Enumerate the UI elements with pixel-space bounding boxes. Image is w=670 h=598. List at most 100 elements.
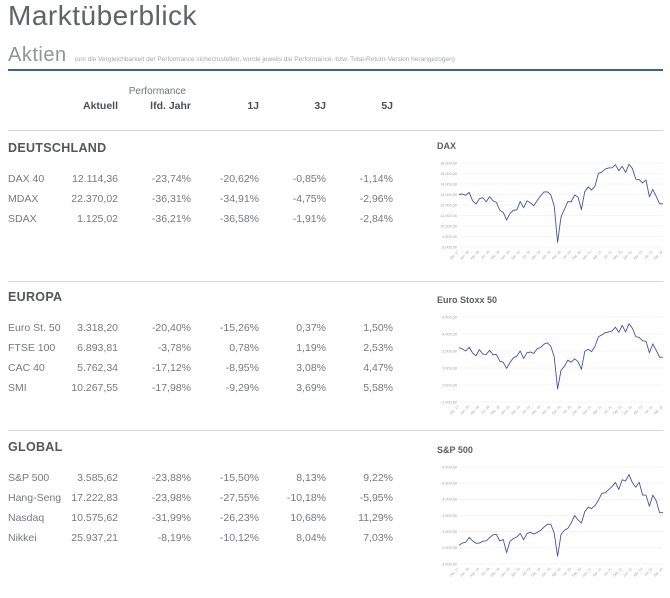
row-value: 25.937,21	[71, 532, 118, 544]
svg-text:Apr. 21: Apr. 21	[592, 250, 603, 261]
group-header-row: Performance	[8, 84, 393, 98]
row-value: -8,95%	[225, 362, 259, 374]
divider	[8, 130, 663, 131]
section-rows: S&P 500 3.585,62 -23,88% -15,50% 8,13% 9,22% H…	[8, 468, 393, 548]
col-aktuell: Aktuell	[82, 100, 118, 112]
line-chart-sp500: 5.000,00 4.500,00 4.000,00 3.500,00 3.000,00…	[437, 459, 666, 584]
row-label: CAC 40	[8, 362, 45, 374]
row-value: 5.762,34	[77, 362, 118, 374]
row-value: 0,37%	[296, 322, 326, 334]
svg-text:Apr. 21: Apr. 21	[592, 405, 603, 416]
row-value: 2,53%	[363, 342, 393, 354]
svg-text:4.500,00: 4.500,00	[442, 481, 457, 485]
svg-text:Okt. 18: Okt. 18	[490, 567, 501, 578]
svg-text:3.500,00: 3.500,00	[442, 514, 457, 518]
svg-text:Okt. 20: Okt. 20	[571, 250, 582, 261]
row-value: -5,95%	[359, 492, 393, 504]
performance-group-label: Performance	[128, 85, 186, 97]
row-value: -1,14%	[359, 173, 393, 185]
svg-text:Apr. 18: Apr. 18	[469, 567, 480, 578]
row-label: DAX 40	[8, 173, 45, 185]
row-value: -10,18%	[286, 492, 326, 504]
svg-text:Okt. 21: Okt. 21	[612, 250, 623, 261]
svg-text:Apr. 19: Apr. 19	[510, 250, 521, 261]
svg-text:Jan. 19: Jan. 19	[500, 405, 511, 416]
table-row: Euro St. 50 3.318,20 -20,40% -15,26% 0,37% 1,…	[8, 318, 393, 338]
divider	[8, 281, 663, 282]
chart-title: DAX	[437, 141, 457, 151]
col-5j: 5J	[381, 100, 393, 112]
svg-text:11.000,00: 11.000,00	[440, 214, 457, 218]
svg-text:Okt. 19: Okt. 19	[530, 250, 541, 261]
svg-text:Okt. 21: Okt. 21	[612, 567, 623, 578]
row-value: -31,99%	[151, 512, 191, 524]
svg-text:Apr. 22: Apr. 22	[633, 250, 644, 261]
svg-text:Jul. 21: Jul. 21	[603, 567, 613, 577]
row-value: -15,26%	[219, 322, 259, 334]
aktien-heading: Aktien	[8, 44, 67, 66]
page-title: Marktüberblick	[8, 0, 198, 31]
row-value: -9,29%	[225, 382, 259, 394]
svg-text:Apr. 18: Apr. 18	[469, 250, 480, 261]
svg-text:Jul. 21: Jul. 21	[603, 250, 613, 260]
svg-text:Okt. 20: Okt. 20	[571, 405, 582, 416]
row-value: 0,78%	[229, 342, 259, 354]
svg-text:Okt. 17: Okt. 17	[449, 405, 460, 416]
row-label: Hang-Seng	[8, 492, 62, 504]
chart-sp500: S&P 500 5.000,00 4.500,00 4.000,00 3.500,00…	[437, 445, 666, 584]
row-value: 9,22%	[363, 472, 393, 484]
svg-text:Apr. 22: Apr. 22	[633, 567, 644, 578]
svg-text:Jul. 20: Jul. 20	[562, 405, 572, 415]
svg-text:Jul. 20: Jul. 20	[562, 567, 572, 577]
svg-text:3.000,00: 3.000,00	[442, 530, 457, 534]
col-1j: 1J	[247, 100, 259, 112]
row-value: -23,74%	[151, 173, 191, 185]
svg-text:Jul. 22: Jul. 22	[643, 250, 653, 260]
chart-title: S&P 500	[437, 445, 473, 455]
row-value: 10.575,62	[71, 512, 118, 524]
svg-text:Apr. 19: Apr. 19	[510, 405, 521, 416]
table-header: Performance Aktuell lfd. Jahr 1J 3J 5J	[8, 84, 393, 114]
svg-text:Apr. 20: Apr. 20	[551, 250, 562, 261]
chart-dax: DAX 16.000,00 15.000,00 14.000,00 13.000,00…	[437, 141, 666, 267]
svg-text:Jan. 21: Jan. 21	[581, 567, 592, 578]
chart-title: Euro Stoxx 50	[437, 295, 498, 305]
row-value: 22.370,02	[71, 193, 118, 205]
svg-text:2.000,00: 2.000,00	[442, 400, 457, 404]
row-value: -20,40%	[151, 322, 191, 334]
table-row: SDAX 1.125,02 -36,21% -36,58% -1,91% -2,84%	[8, 209, 393, 229]
svg-text:Apr. 21: Apr. 21	[592, 567, 603, 578]
row-value: 10.267,55	[71, 382, 118, 394]
section-title: EUROPA	[8, 290, 63, 304]
svg-text:Jan. 19: Jan. 19	[500, 567, 511, 578]
row-value: -36,58%	[219, 213, 259, 225]
svg-text:2.500,00: 2.500,00	[442, 546, 457, 550]
svg-text:Okt. 17: Okt. 17	[449, 250, 460, 261]
section-rows: DAX 40 12.114,36 -23,74% -20,62% -0,85% -1,14…	[8, 169, 393, 229]
table-row: MDAX 22.370,02 -36,31% -34,91% -4,75% -2,96%	[8, 189, 393, 209]
aktien-note: (um die Vergleichbarkeit der Performance…	[74, 56, 455, 63]
svg-text:12.000,00: 12.000,00	[440, 203, 457, 207]
row-value: 17.222,83	[71, 492, 118, 504]
svg-text:Apr. 22: Apr. 22	[633, 405, 644, 416]
svg-text:3.000,00: 3.000,00	[442, 366, 457, 370]
svg-text:Apr. 20: Apr. 20	[551, 405, 562, 416]
row-value: 8,04%	[296, 532, 326, 544]
row-value: -36,31%	[151, 193, 191, 205]
svg-text:Jul. 21: Jul. 21	[603, 405, 613, 415]
row-label: S&P 500	[8, 472, 50, 484]
svg-text:Jul. 20: Jul. 20	[562, 250, 572, 260]
svg-text:Jul. 18: Jul. 18	[480, 250, 490, 260]
svg-text:10.000,00: 10.000,00	[440, 224, 457, 228]
svg-text:Apr. 18: Apr. 18	[469, 405, 480, 416]
row-value: -0,85%	[292, 173, 326, 185]
row-label: SDAX	[8, 213, 37, 225]
aktien-section-header: Aktien (um die Vergleichbarkeit der Perf…	[8, 44, 663, 67]
svg-text:4.000,00: 4.000,00	[442, 332, 457, 336]
table-row: FTSE 100 6.893,81 -3,78% 0,78% 1,19% 2,53%	[8, 338, 393, 358]
row-value: -3,78%	[157, 342, 191, 354]
svg-text:Jan. 20: Jan. 20	[541, 405, 552, 416]
line-chart-dax: 16.000,00 15.000,00 14.000,00 13.000,00 12.0…	[437, 155, 666, 267]
section-europa: EUROPA Euro St. 50 3.318,20 -20,40% -15,26%…	[8, 290, 393, 398]
